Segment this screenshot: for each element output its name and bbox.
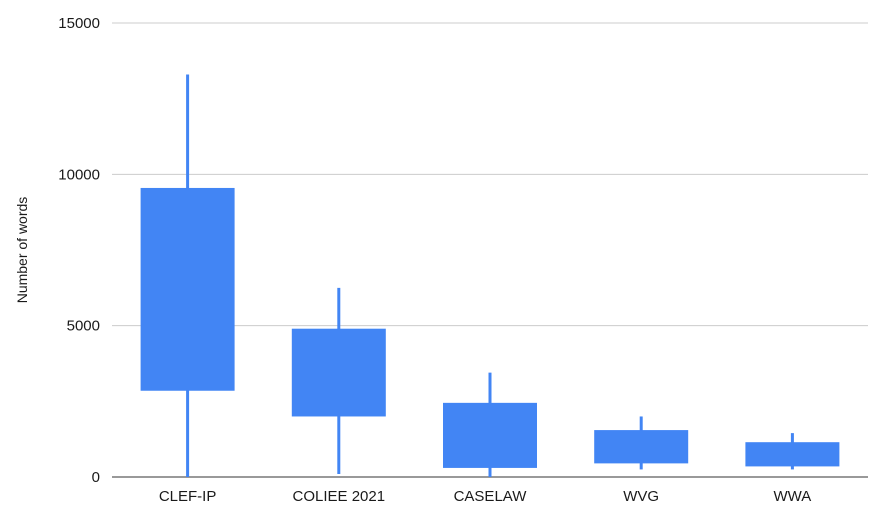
- y-tick-labels: 0 5000 10000 15000: [58, 15, 100, 486]
- y-tick-label: 10000: [58, 166, 100, 183]
- candle-body: [443, 402, 537, 468]
- candle: [291, 287, 386, 474]
- y-tick-label: 5000: [67, 318, 100, 335]
- x-tick-label: CASELAW: [454, 488, 528, 505]
- candle-body: [745, 442, 840, 467]
- x-tick-label: WVG: [623, 488, 659, 505]
- candle: [594, 416, 689, 470]
- candle: [745, 433, 840, 470]
- candle-body: [140, 187, 235, 391]
- y-tick-label: 15000: [58, 15, 100, 32]
- y-tick-label: 0: [92, 469, 100, 486]
- x-tick-label: COLIEE 2021: [293, 488, 386, 505]
- x-tick-label: CLEF-IP: [159, 488, 217, 505]
- candle-body: [291, 328, 386, 417]
- candle: [140, 74, 235, 477]
- x-tick-label: WWA: [774, 488, 812, 505]
- candle-body: [594, 430, 689, 464]
- x-tick-labels: CLEF-IP COLIEE 2021 CASELAW WVG WWA: [159, 488, 811, 505]
- candles: [140, 74, 840, 477]
- y-axis-title: Number of words: [14, 197, 30, 304]
- candle: [443, 372, 537, 477]
